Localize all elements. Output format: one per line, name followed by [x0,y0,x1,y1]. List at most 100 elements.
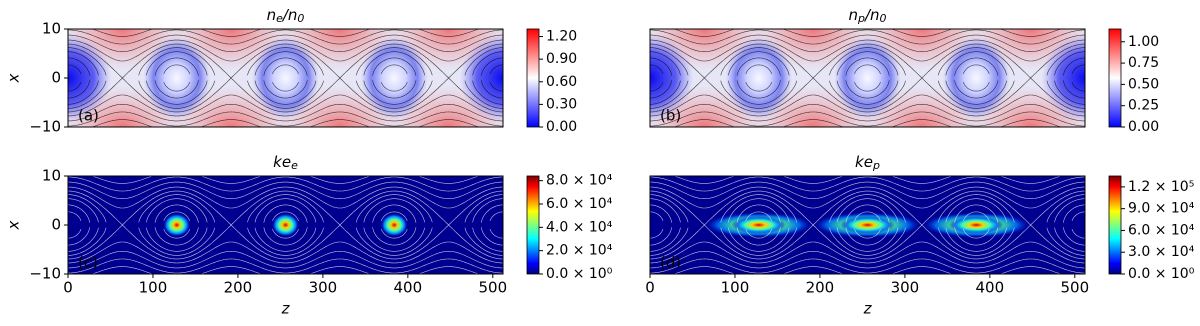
heatmap-patch [163,213,191,237]
x-tick-label: 400 [394,279,423,297]
contour [68,181,503,199]
contour [68,80,503,99]
heatmap-patch [252,36,319,120]
colorbar-tick-label: 0.90 [546,51,577,67]
contour [650,94,1085,117]
contour [673,266,1062,274]
colorbar-tick-label: 1.00 [1128,34,1159,50]
contour [68,258,503,274]
contour [650,29,1085,45]
heatmap-patch [650,33,694,123]
contour [68,224,503,260]
contour [68,94,503,117]
y-axis-label: x [5,73,23,83]
colorbar-tick-label: 0.75 [1128,55,1159,71]
contour [650,258,1085,274]
contour [650,77,1085,113]
colorbar-tick-label: 0.25 [1128,98,1159,114]
contour [650,204,1085,223]
contour [650,47,1085,76]
contour [68,80,503,105]
contour [68,77,503,113]
contour [68,227,503,256]
panel-annotation: (c) [78,254,98,272]
x-tick-label: 100 [721,279,750,297]
contour [68,211,503,222]
contour [68,227,503,252]
contour [650,111,1085,127]
contour [650,104,1085,122]
heatmap-image [68,29,503,127]
contour [650,186,1085,209]
contour [68,241,503,264]
contour [68,227,503,246]
colorbar: 0.0 × 10⁰ 2.0 × 10⁴ 4.0 × 10⁴ 6.0 × 10⁴ 8.0 … [526,173,613,282]
contour [673,119,1062,127]
contour [91,266,480,274]
contour [68,104,503,122]
contour [650,241,1085,264]
colorbar-tick-label: 0.30 [546,96,577,112]
colorbar-gradient [1108,175,1122,275]
x-tick-label: 300 [891,279,920,297]
contour [68,51,503,76]
contour [650,228,1085,239]
heatmap-patch [380,213,408,237]
colorbar-tick-label: 0.50 [1128,76,1159,92]
colorbar-tick-label: 0.0 × 10⁰ [1128,266,1195,282]
heatmap-patch [143,36,211,120]
colorbar: 0.00 0.30 0.60 0.90 1.20 [526,28,577,135]
colorbar-tick-label: 0.60 [546,74,577,90]
x-axis-label: z [281,300,291,318]
contour [68,64,503,75]
colorbar: 0.00 0.25 0.50 0.75 1.00 [1108,28,1159,135]
colorbar-tick-label: 8.0 × 10⁴ [546,173,613,189]
contour [650,80,1085,99]
colorbar-tick-label: 0.00 [1128,119,1159,135]
contour [650,251,1085,269]
contour [68,204,503,223]
x-axis-label: z [863,300,873,318]
heatmap-patch [731,216,786,234]
contour [650,51,1085,76]
heatmap-patch [271,213,300,237]
contour [673,29,1062,37]
colorbar-gradient [526,28,540,128]
contour [68,190,503,226]
x-tick-label: 200 [806,279,835,297]
axes-frame [649,175,1086,275]
colorbar-gradient [1108,28,1122,128]
panel: np/n0 (b) 0.00 0.25 0.50 0.75 1.00 [649,6,1159,135]
colorbar-gradient [526,175,540,275]
x-tick-label: 300 [309,279,338,297]
contour [650,227,1085,246]
x-tick-label: 0 [645,279,655,297]
contour [68,228,503,239]
heatmap-patch [360,36,428,120]
heatmap-patch [840,216,895,234]
contour [68,39,503,62]
contour [68,176,503,192]
contour [650,43,1085,79]
heatmap-image [650,29,1085,127]
contour [650,211,1085,222]
contour [68,43,503,79]
contour [91,119,480,127]
colorbar-tick-label: 1.20 [546,29,577,45]
contour [650,80,1085,105]
x-tick-label: 400 [976,279,1005,297]
heatmap-image [650,176,1085,274]
contour [68,251,503,269]
heatmap-image [68,176,503,274]
contour [68,34,503,52]
y-tick-label: 0 [51,216,61,234]
colorbar-tick-label: 6.0 × 10⁴ [1128,222,1195,238]
x-tick-label: 100 [139,279,168,297]
contour [68,81,503,92]
panel-annotation: (a) [78,107,99,125]
contour [650,39,1085,62]
y-tick-label: −10 [29,118,61,136]
contour [650,227,1085,256]
contour [68,29,503,45]
heatmap-patch [942,36,1010,120]
